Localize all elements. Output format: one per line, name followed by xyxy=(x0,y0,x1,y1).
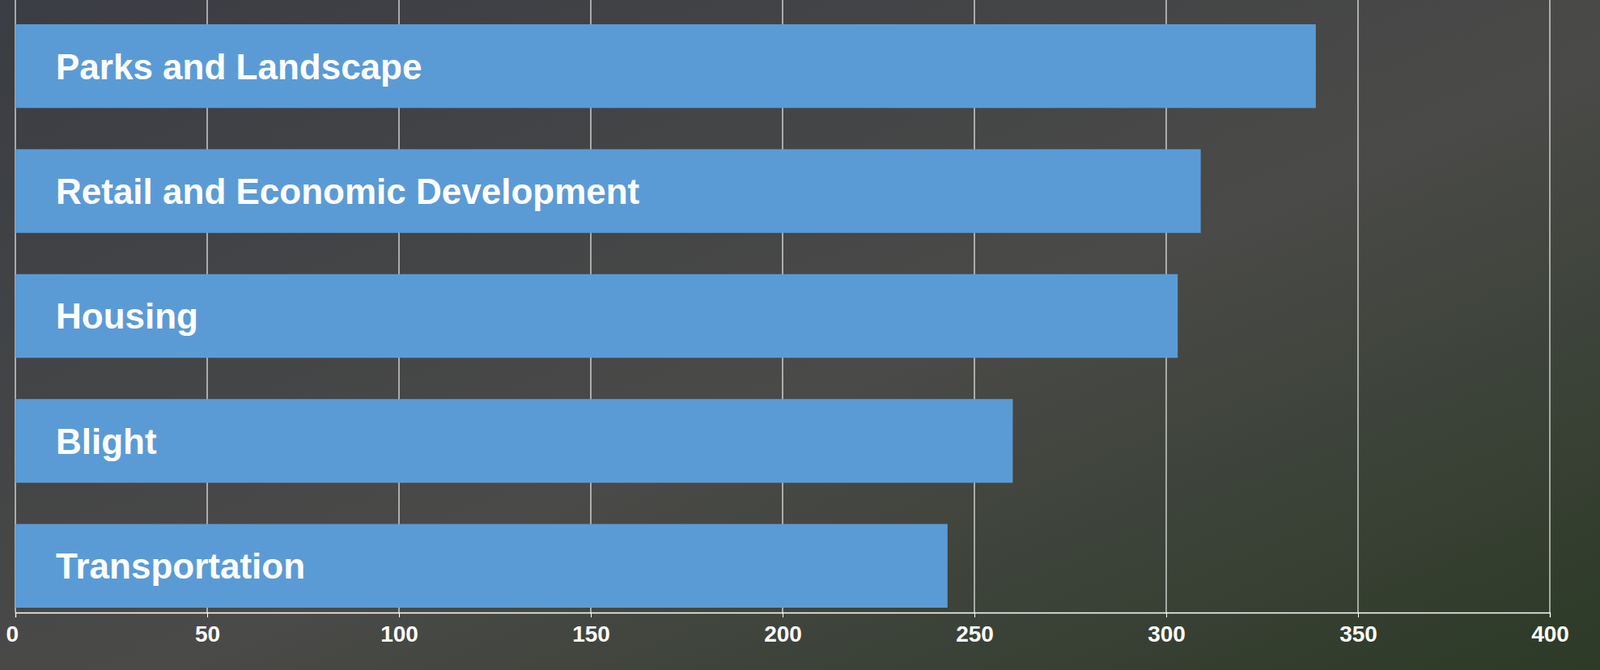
tick: 350 xyxy=(1339,612,1378,647)
tick-label: 100 xyxy=(380,621,419,647)
tick-mark xyxy=(207,612,208,618)
bar xyxy=(15,274,1178,358)
tick: 250 xyxy=(955,612,994,647)
category-label: Blight xyxy=(55,421,158,462)
plot: Parks and Landscape Retail and Economic D… xyxy=(6,0,1570,647)
tick-label: 300 xyxy=(1147,621,1186,647)
tick: 200 xyxy=(763,612,803,647)
grid-line xyxy=(1357,0,1359,613)
background xyxy=(0,0,1600,670)
category-label: Housing xyxy=(55,296,199,336)
tick-mark xyxy=(398,612,400,618)
category-labels: Parks and Landscape Retail and Economic D… xyxy=(55,46,641,587)
tick-label: 350 xyxy=(1339,621,1378,647)
tick: 400 xyxy=(1531,612,1570,647)
tick: 100 xyxy=(380,612,419,647)
tick-mark xyxy=(590,612,592,618)
tick-label: 50 xyxy=(195,621,221,647)
bar xyxy=(15,24,1316,108)
tick-mark xyxy=(15,612,17,618)
tick-mark xyxy=(782,612,784,618)
bars xyxy=(15,24,1316,608)
tick: 0 xyxy=(6,612,20,647)
tick-label: 200 xyxy=(763,621,803,647)
tick-mark xyxy=(1166,612,1168,618)
bar xyxy=(15,398,1013,483)
bar xyxy=(15,524,948,608)
grid xyxy=(15,0,1550,613)
chart: Parks and Landscape Retail and Economic D… xyxy=(0,0,1600,670)
tick: 300 xyxy=(1147,612,1186,647)
grid-line xyxy=(1549,0,1550,613)
tick: 150 xyxy=(572,612,611,647)
category-label: Transportation xyxy=(55,546,306,586)
category-label: Retail and Economic Development xyxy=(55,171,641,212)
tick-mark xyxy=(974,612,976,618)
tick-label: 250 xyxy=(955,621,994,647)
tick-mark xyxy=(1549,612,1551,618)
x-axis: 0 50 100 150 200 250 300 350 400 xyxy=(6,612,1570,647)
axis-line xyxy=(16,613,1551,619)
tick-label: 0 xyxy=(6,621,20,647)
tick-label: 150 xyxy=(572,621,611,647)
tick: 50 xyxy=(195,612,221,647)
tick-label: 400 xyxy=(1531,621,1570,647)
bar xyxy=(15,148,1202,233)
category-label: Parks and Landscape xyxy=(55,46,422,87)
tick-mark xyxy=(1358,612,1359,618)
